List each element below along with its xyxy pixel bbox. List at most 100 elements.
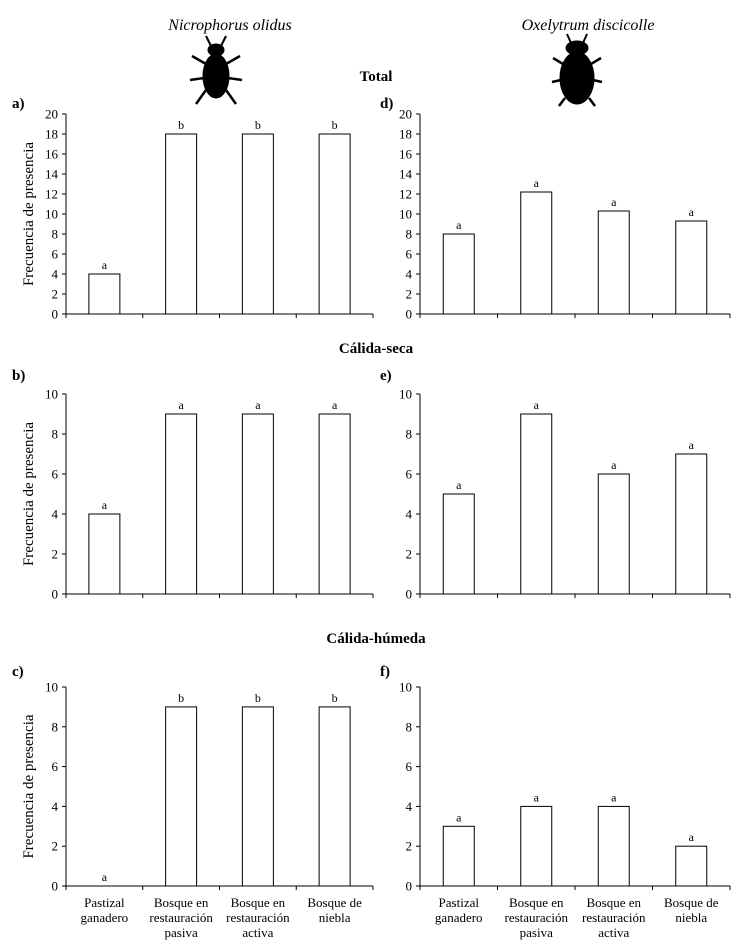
- bar: [442, 825, 475, 887]
- x-category-label: Bosque en restauración pasiva: [149, 895, 213, 940]
- panel-label: c): [12, 664, 24, 680]
- bar: [318, 133, 351, 315]
- y-tick-label: 10: [45, 680, 58, 695]
- bar: [442, 493, 475, 595]
- y-tick-label: 16: [45, 147, 59, 162]
- x-category-label: Bosque en restauración pasiva: [504, 895, 568, 940]
- significance-label: a: [534, 176, 540, 190]
- y-tick-label: 18: [45, 127, 58, 142]
- significance-label: a: [611, 790, 617, 804]
- significance-label: a: [332, 398, 338, 412]
- bar: [675, 220, 708, 315]
- y-tick-label: 16: [399, 147, 413, 162]
- y-tick-label: 6: [406, 467, 413, 482]
- y-tick-label: 20: [399, 107, 412, 122]
- y-tick-label: 10: [45, 387, 58, 402]
- beetle-left-icon: [189, 35, 243, 105]
- y-tick-label: 8: [406, 227, 413, 242]
- y-tick-label: 20: [45, 107, 58, 122]
- species-title-left: Nicrophorus olidus: [167, 17, 291, 34]
- bar: [165, 133, 198, 315]
- bar: [675, 453, 708, 595]
- x-category-line: restauración: [582, 910, 646, 925]
- x-category-line: ganadero: [81, 910, 129, 925]
- y-tick-label: 2: [52, 547, 59, 562]
- x-category-label: Pastizal ganadero: [81, 895, 129, 925]
- significance-label: a: [534, 398, 540, 412]
- y-tick-label: 2: [406, 839, 413, 854]
- y-tick-label: 0: [52, 307, 59, 322]
- significance-label: a: [611, 195, 617, 209]
- x-category-label: Bosque de niebla: [307, 895, 362, 925]
- bar: [88, 273, 121, 315]
- y-tick-label: 2: [406, 287, 413, 302]
- row-title-calida-humeda: Cálida-húmeda: [326, 631, 426, 647]
- significance-label: a: [611, 458, 617, 472]
- bar: [241, 413, 274, 595]
- panel-label: d): [380, 96, 393, 112]
- y-axis-label: Frecuencia de presencia: [21, 142, 37, 286]
- x-category-label: Pastizal ganadero: [435, 895, 483, 925]
- y-tick-label: 0: [52, 879, 59, 894]
- y-tick-label: 10: [45, 207, 58, 222]
- x-category-line: restauración: [226, 910, 290, 925]
- bar: [520, 191, 553, 315]
- y-tick-label: 4: [52, 507, 59, 522]
- significance-label: b: [178, 118, 184, 132]
- panel-c: c) 0 2 4 6 8 10 Frecuencia de presencia a b b b Past…: [12, 664, 374, 940]
- bar: [442, 233, 475, 315]
- bar: [597, 210, 630, 315]
- significance-label: a: [456, 810, 462, 824]
- x-category-line: activa: [242, 925, 273, 940]
- x-category-line: pasiva: [520, 925, 553, 940]
- y-tick-label: 10: [399, 207, 412, 222]
- significance-label: b: [178, 691, 184, 705]
- y-tick-label: 12: [45, 187, 58, 202]
- y-tick-label: 6: [52, 247, 59, 262]
- x-category-line: ganadero: [435, 910, 483, 925]
- y-tick-label: 6: [406, 247, 413, 262]
- bar: [597, 473, 630, 595]
- bar: [675, 845, 708, 887]
- bar: [318, 706, 351, 887]
- y-axis-label: Frecuencia de presencia: [21, 714, 37, 858]
- significance-label: a: [534, 790, 540, 804]
- significance-label: a: [456, 478, 462, 492]
- x-category-line: niebla: [675, 910, 707, 925]
- y-tick-label: 0: [406, 307, 413, 322]
- y-tick-label: 8: [52, 719, 59, 734]
- x-category-label: Bosque en restauración activa: [226, 895, 290, 940]
- y-tick-label: 0: [52, 587, 59, 602]
- y-tick-label: 6: [52, 467, 59, 482]
- y-tick-label: 18: [399, 127, 412, 142]
- panel-label: f): [380, 664, 390, 680]
- y-tick-label: 2: [52, 839, 59, 854]
- x-category-label: Bosque en restauración activa: [582, 895, 646, 940]
- significance-label: a: [178, 398, 184, 412]
- panel-a: a) 0 2 4 6 8 10 12 14 16 18 20 Frecuencia de presenc…: [12, 96, 374, 322]
- panel-d: d) 0 2 4 6 8 10 12 14 16 18 20 a a a a: [380, 96, 731, 322]
- bar: [520, 413, 553, 595]
- bar: [241, 133, 274, 315]
- panel-label: e): [380, 368, 392, 384]
- x-category-line: Bosque de: [664, 895, 719, 910]
- y-tick-label: 4: [406, 267, 413, 282]
- significance-label: b: [255, 118, 261, 132]
- panel-e: e) 0 2 4 6 8 10 a a a a: [380, 368, 731, 602]
- significance-label: a: [689, 438, 695, 452]
- x-category-line: Bosque en: [154, 895, 209, 910]
- x-category-line: Bosque en: [586, 895, 641, 910]
- y-tick-label: 2: [52, 287, 59, 302]
- y-tick-label: 8: [406, 427, 413, 442]
- x-category-label: Bosque de niebla: [664, 895, 719, 925]
- significance-label: a: [456, 218, 462, 232]
- significance-label: a: [102, 870, 108, 884]
- y-tick-label: 8: [406, 719, 413, 734]
- y-tick-label: 8: [52, 427, 59, 442]
- y-tick-label: 4: [406, 799, 413, 814]
- panel-label: b): [12, 368, 25, 384]
- x-category-line: Pastizal: [84, 895, 125, 910]
- beetle-right-icon: [551, 33, 603, 107]
